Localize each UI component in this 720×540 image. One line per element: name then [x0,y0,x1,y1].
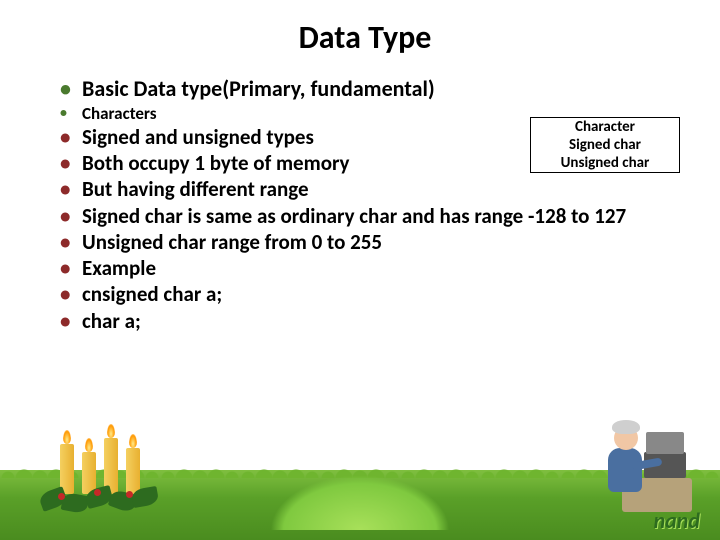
table-row: Signed char [531,136,679,154]
table-row: Unsigned char [531,154,679,172]
bullet-list: Basic Data type(Primary, fundamental) Ch… [40,75,690,334]
slide: Data Type Basic Data type(Primary, funda… [0,0,720,540]
table-header: Character [531,118,679,136]
character-table: Character Signed char Unsigned char [530,117,680,173]
holly-icon [40,482,160,512]
person-at-computer-icon [602,412,692,512]
bullet-item: char a; [60,308,690,334]
hill-decor [270,475,450,530]
bullet-item: Signed char is same as ordinary char and… [60,203,690,229]
page-number: nand [654,507,700,534]
bullet-item: cnsigned char a; [60,281,690,307]
candles-icon [40,432,160,512]
bullet-item: Basic Data type(Primary, fundamental) [60,75,690,103]
bullet-item: Unsigned char range from 0 to 255 [60,229,690,255]
slide-title: Data Type [40,18,690,57]
bullet-item: But having different range [60,176,690,202]
bullet-item: Example [60,255,690,281]
